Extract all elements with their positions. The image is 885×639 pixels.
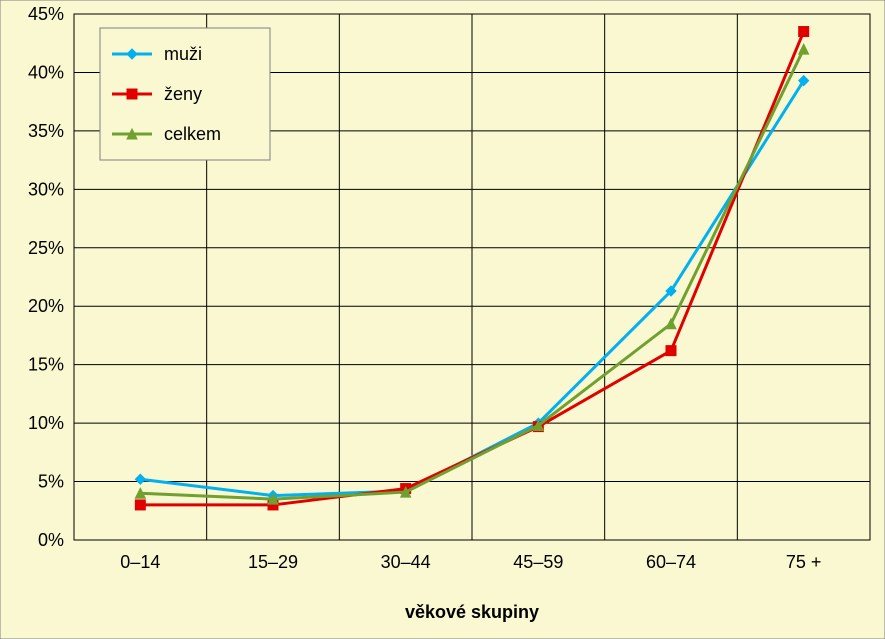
svg-text:5%: 5% xyxy=(38,472,64,492)
chart-container: 0% 5% 10% 15% 20% 25% 30% 35% 40% 45% 0–14 15–29 30–… xyxy=(0,0,885,639)
svg-text:10%: 10% xyxy=(28,413,64,433)
svg-text:0–14: 0–14 xyxy=(120,552,160,572)
svg-text:35%: 35% xyxy=(28,121,64,141)
svg-text:muži: muži xyxy=(164,44,202,64)
svg-text:20%: 20% xyxy=(28,296,64,316)
svg-text:25%: 25% xyxy=(28,238,64,258)
svg-text:celkem: celkem xyxy=(164,124,221,144)
svg-text:45%: 45% xyxy=(28,4,64,24)
svg-text:30–44: 30–44 xyxy=(381,552,431,572)
svg-text:30%: 30% xyxy=(28,179,64,199)
svg-text:15%: 15% xyxy=(28,355,64,375)
svg-text:60–74: 60–74 xyxy=(646,552,696,572)
svg-text:40%: 40% xyxy=(28,62,64,82)
svg-text:75 +: 75 + xyxy=(786,552,822,572)
line-chart: 0% 5% 10% 15% 20% 25% 30% 35% 40% 45% 0–14 15–29 30–… xyxy=(0,0,885,639)
svg-text:ženy: ženy xyxy=(164,84,202,104)
svg-text:45–59: 45–59 xyxy=(513,552,563,572)
svg-text:0%: 0% xyxy=(38,530,64,550)
svg-text:věkové skupiny: věkové skupiny xyxy=(405,602,539,622)
svg-text:15–29: 15–29 xyxy=(248,552,298,572)
